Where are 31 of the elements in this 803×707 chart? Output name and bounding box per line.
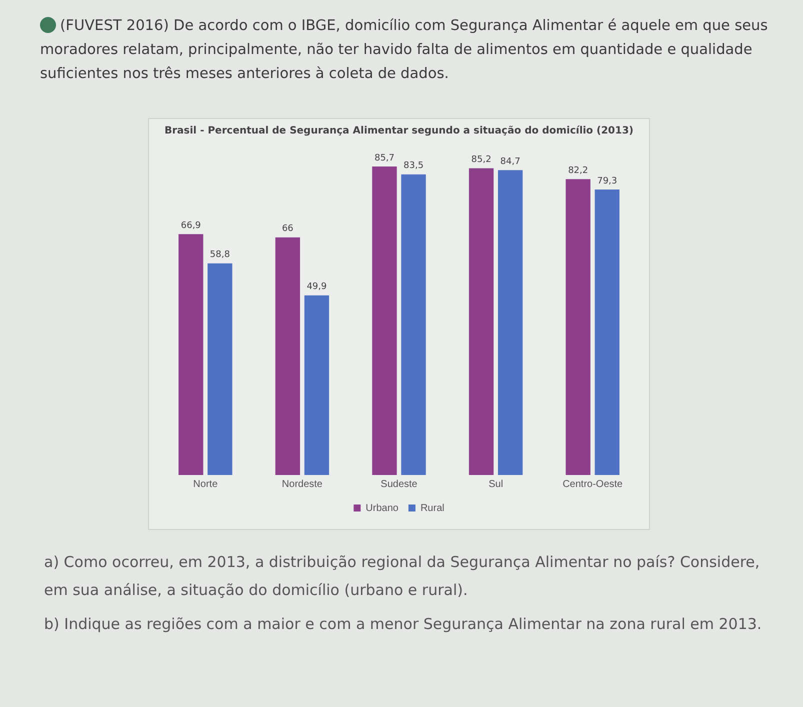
bar xyxy=(498,170,523,475)
x-tick-label: Sudeste xyxy=(380,478,418,490)
x-tick-label: Centro-Oeste xyxy=(562,478,624,490)
data-label: 66 xyxy=(282,224,294,234)
legend-label: Rural xyxy=(420,502,444,514)
x-tick-label: Sul xyxy=(488,478,504,490)
bar xyxy=(275,237,300,475)
data-label: 79,3 xyxy=(597,176,618,186)
data-label: 85,2 xyxy=(471,155,492,166)
text: (FUVEST 2016) De acordo com o IBGE, domicílio com Segurança Alimentar é aquele em que seus moradores relatam, principalmente, não ter havido falta de alimentos em quantidade e qualidade suficientes nos três meses anteriores à coleta de dados. xyxy=(40,17,769,84)
data-label: 83,5 xyxy=(403,161,424,172)
x-tick-label: Norte xyxy=(193,478,218,490)
data-label: 82,2 xyxy=(568,166,588,176)
bar xyxy=(566,179,590,475)
bar xyxy=(208,263,232,475)
data-label: 58,8 xyxy=(210,250,230,260)
bar xyxy=(594,190,620,475)
data-label: 85,7 xyxy=(374,153,395,164)
data-label: 49,9 xyxy=(306,282,328,292)
bar xyxy=(178,234,204,475)
text: b) Indique as regiões com a maior e com a menor Segurança Alimentar na zona rural em 2013. xyxy=(44,614,763,635)
legend-label: Urbano xyxy=(366,502,399,514)
data-label: 84,7 xyxy=(500,156,520,167)
x-tick-label: Nordeste xyxy=(282,478,323,490)
bar xyxy=(304,295,330,475)
bar xyxy=(401,174,426,475)
chart-title: Brasil - Percentual de Segurança Alimentar segundo a situação do domicílio (2013) xyxy=(164,126,634,137)
bar xyxy=(468,168,494,475)
data-label: 66,9 xyxy=(180,221,202,232)
bar xyxy=(372,166,397,475)
text: a) Como ocorreu, em 2013, a distribuição regional da Segurança Alimentar no país? Considere, em sua análise, a situação do domicílio (urbano e rural). xyxy=(44,552,761,601)
